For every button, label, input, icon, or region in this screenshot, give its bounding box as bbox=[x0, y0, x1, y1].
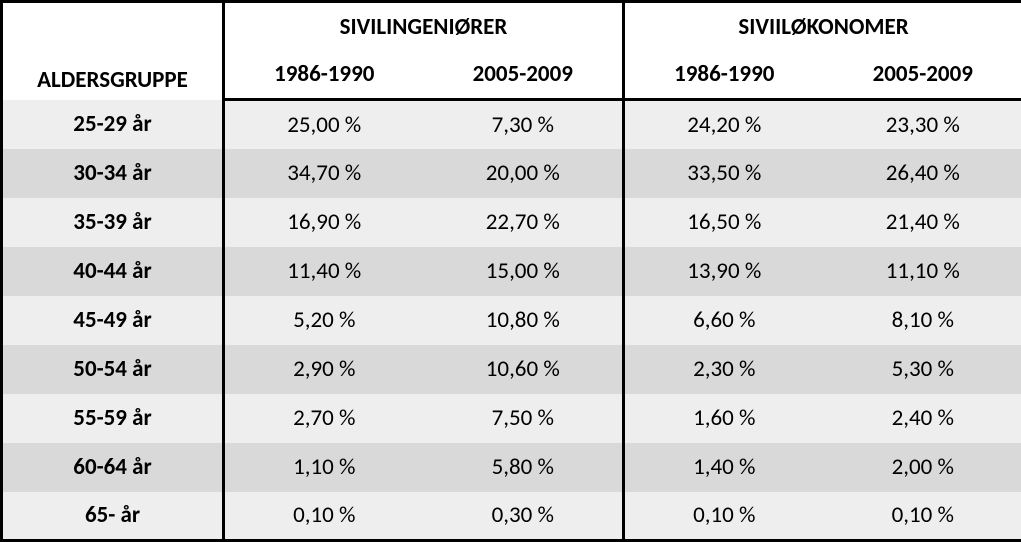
cell-value: 16,90 % bbox=[224, 198, 424, 247]
cell-value: 0,30 % bbox=[424, 492, 624, 541]
table-row: 45-49 år 5,20 % 10,80 % 6,60 % 8,10 % bbox=[2, 296, 1021, 345]
table-row: 60-64 år 1,10 % 5,80 % 1,40 % 2,00 % bbox=[2, 443, 1021, 492]
table-row: 50-54 år 2,90 % 10,60 % 2,30 % 5,30 % bbox=[2, 345, 1021, 394]
table-row: 30-34 år 34,70 % 20,00 % 33,50 % 26,40 % bbox=[2, 149, 1021, 198]
cell-value: 2,30 % bbox=[624, 345, 824, 394]
cell-value: 25,00 % bbox=[224, 100, 424, 149]
cell-value: 23,30 % bbox=[824, 100, 1021, 149]
table-row: 25-29 år 25,00 % 7,30 % 24,20 % 23,30 % bbox=[2, 100, 1021, 149]
cell-value: 1,40 % bbox=[624, 443, 824, 492]
age-group-label: 40-44 år bbox=[2, 247, 224, 296]
age-group-label: 30-34 år bbox=[2, 149, 224, 198]
cell-value: 6,60 % bbox=[624, 296, 824, 345]
cell-value: 16,50 % bbox=[624, 198, 824, 247]
age-group-label: 25-29 år bbox=[2, 100, 224, 149]
column-group-engineers: SIVILINGENIØRER bbox=[224, 2, 624, 51]
age-group-label: 60-64 år bbox=[2, 443, 224, 492]
subcolumn-econ-period1: 1986-1990 bbox=[624, 51, 824, 100]
table-row: 40-44 år 11,40 % 15,00 % 13,90 % 11,10 % bbox=[2, 247, 1021, 296]
cell-value: 2,90 % bbox=[224, 345, 424, 394]
table-row: 65- år 0,10 % 0,30 % 0,10 % 0,10 % bbox=[2, 492, 1021, 541]
table-header: ALDERSGRUPPE SIVILINGENIØRER SIVIILØKONO… bbox=[2, 2, 1021, 100]
table-row: 55-59 år 2,70 % 7,50 % 1,60 % 2,40 % bbox=[2, 394, 1021, 443]
cell-value: 5,20 % bbox=[224, 296, 424, 345]
cell-value: 0,10 % bbox=[624, 492, 824, 541]
table-row: 35-39 år 16,90 % 22,70 % 16,50 % 21,40 % bbox=[2, 198, 1021, 247]
cell-value: 21,40 % bbox=[824, 198, 1021, 247]
row-header-label: ALDERSGRUPPE bbox=[2, 2, 224, 100]
age-group-label: 55-59 år bbox=[2, 394, 224, 443]
age-group-label: 45-49 år bbox=[2, 296, 224, 345]
cell-value: 11,40 % bbox=[224, 247, 424, 296]
age-group-label: 35-39 år bbox=[2, 198, 224, 247]
cell-value: 11,10 % bbox=[824, 247, 1021, 296]
cell-value: 15,00 % bbox=[424, 247, 624, 296]
cell-value: 10,60 % bbox=[424, 345, 624, 394]
age-profession-table: ALDERSGRUPPE SIVILINGENIØRER SIVIILØKONO… bbox=[0, 0, 1021, 542]
cell-value: 24,20 % bbox=[624, 100, 824, 149]
cell-value: 10,80 % bbox=[424, 296, 624, 345]
table-body: 25-29 år 25,00 % 7,30 % 24,20 % 23,30 % … bbox=[2, 100, 1021, 541]
subcolumn-eng-period2: 2005-2009 bbox=[424, 51, 624, 100]
cell-value: 22,70 % bbox=[424, 198, 624, 247]
age-group-label: 65- år bbox=[2, 492, 224, 541]
cell-value: 5,80 % bbox=[424, 443, 624, 492]
column-group-economists: SIVIILØKONOMER bbox=[624, 2, 1021, 51]
cell-value: 2,70 % bbox=[224, 394, 424, 443]
subcolumn-econ-period2: 2005-2009 bbox=[824, 51, 1021, 100]
cell-value: 0,10 % bbox=[824, 492, 1021, 541]
cell-value: 2,00 % bbox=[824, 443, 1021, 492]
cell-value: 33,50 % bbox=[624, 149, 824, 198]
cell-value: 8,10 % bbox=[824, 296, 1021, 345]
cell-value: 13,90 % bbox=[624, 247, 824, 296]
cell-value: 20,00 % bbox=[424, 149, 624, 198]
data-table: ALDERSGRUPPE SIVILINGENIØRER SIVIILØKONO… bbox=[0, 0, 1021, 542]
cell-value: 34,70 % bbox=[224, 149, 424, 198]
cell-value: 7,50 % bbox=[424, 394, 624, 443]
cell-value: 26,40 % bbox=[824, 149, 1021, 198]
cell-value: 1,60 % bbox=[624, 394, 824, 443]
cell-value: 2,40 % bbox=[824, 394, 1021, 443]
subcolumn-eng-period1: 1986-1990 bbox=[224, 51, 424, 100]
cell-value: 7,30 % bbox=[424, 100, 624, 149]
age-group-label: 50-54 år bbox=[2, 345, 224, 394]
cell-value: 5,30 % bbox=[824, 345, 1021, 394]
cell-value: 0,10 % bbox=[224, 492, 424, 541]
cell-value: 1,10 % bbox=[224, 443, 424, 492]
